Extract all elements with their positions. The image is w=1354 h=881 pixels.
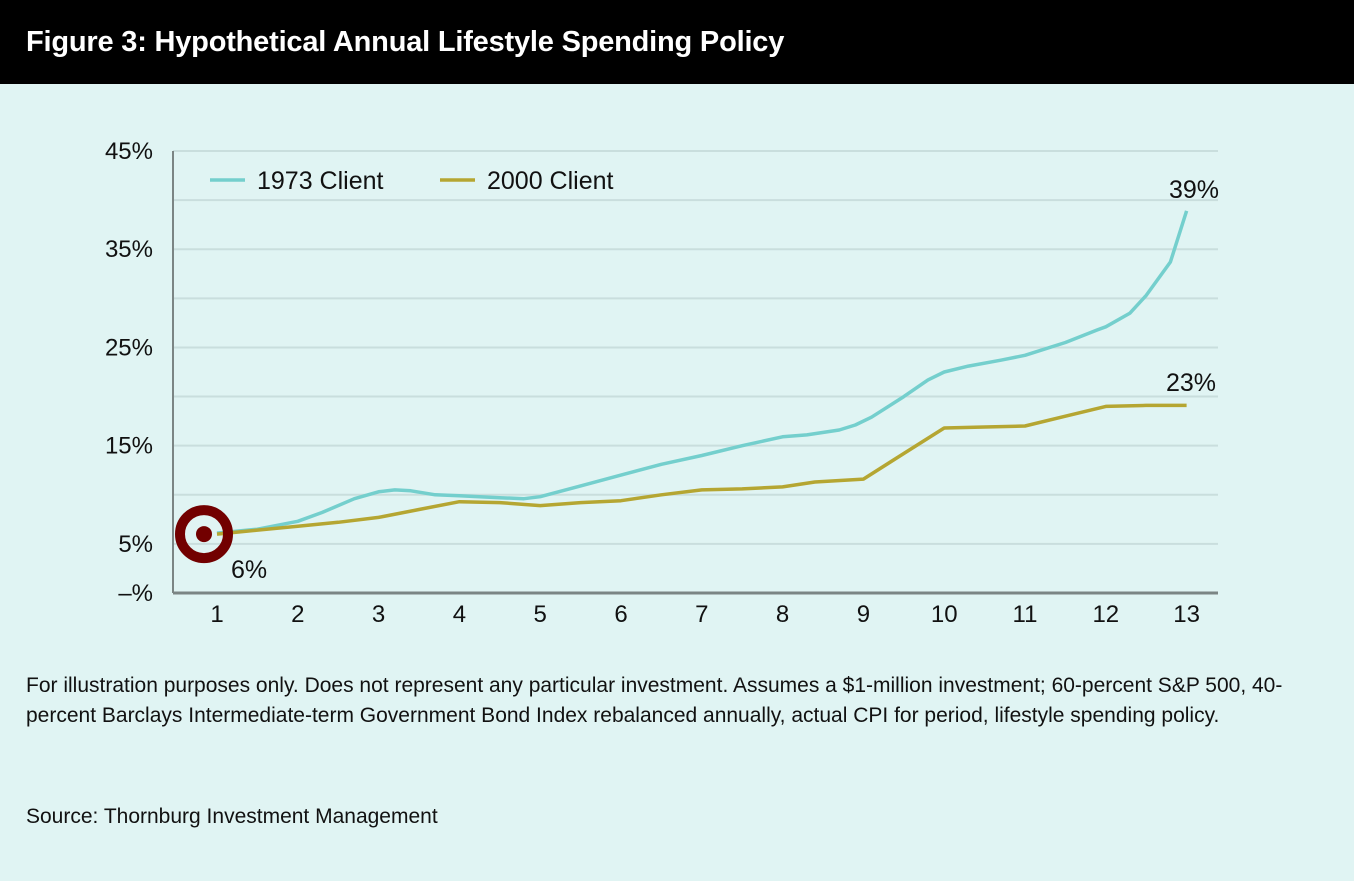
x-tick-labels: 1 2 3 4 5 6 7 8 9 10 11 12 13 (210, 601, 1200, 628)
y-tick-label: 45% (105, 138, 153, 165)
target-marker-ring (175, 505, 233, 564)
x-tick-label: 2 (291, 601, 304, 628)
source-note: Source: Thornburg Investment Management (26, 805, 438, 828)
end-label-1973-client: 39% (1169, 176, 1219, 204)
y-tick-label: 25% (105, 334, 153, 361)
legend-label-2000-client: 2000 Client (487, 167, 614, 195)
x-tick-label: 3 (372, 601, 385, 628)
x-tick-label: 1 (210, 601, 223, 628)
gridlines (173, 150, 1218, 545)
axes (172, 151, 1218, 595)
start-label: 6% (231, 556, 267, 584)
target-marker-dot (196, 526, 212, 543)
x-tick-label: 12 (1092, 601, 1119, 628)
x-tick-label: 5 (534, 601, 547, 628)
y-tick-label: –% (118, 580, 153, 607)
y-tick-label: 35% (105, 236, 153, 263)
x-tick-label: 6 (614, 601, 627, 628)
x-tick-label: 8 (776, 601, 789, 628)
x-tick-label: 7 (695, 601, 708, 628)
x-tick-label: 10 (931, 601, 958, 628)
series-lines (216, 210, 1189, 536)
x-tick-label: 9 (857, 601, 870, 628)
legend-label-1973-client: 1973 Client (257, 167, 384, 195)
figure-title: Figure 3: Hypothetical Annual Lifestyle … (26, 26, 785, 58)
footnote: For illustration purposes only. Does not… (26, 674, 1283, 727)
x-tick-label: 13 (1173, 601, 1200, 628)
y-tick-label: 5% (118, 531, 153, 558)
annotations: 39% 23% 6% (175, 176, 1219, 584)
line-chart: –%5%15%25%35%45% 1 2 3 4 5 6 7 8 9 10 11 12 13 1973 … (105, 138, 1219, 628)
y-tick-label: 15% (105, 433, 153, 460)
series-line-2000-client (216, 403, 1187, 536)
y-tick-labels: –% 5% 15% 25% 35% 45% (105, 138, 153, 607)
end-label-2000-client: 23% (1166, 369, 1216, 397)
series-line-1973-client (216, 210, 1189, 535)
figure-header: Figure 3: Hypothetical Annual Lifestyle … (0, 0, 1354, 84)
legend: 1973 Client 2000 Client (210, 167, 614, 195)
x-tick-label: 4 (453, 601, 466, 628)
x-tick-label: 11 (1013, 601, 1038, 628)
